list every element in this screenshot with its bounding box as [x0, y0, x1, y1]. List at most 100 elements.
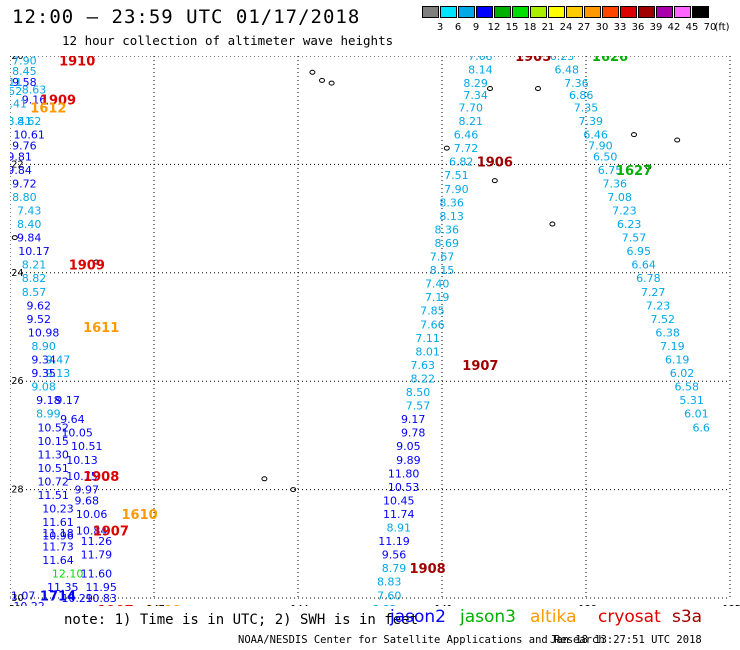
island-outline — [674, 137, 681, 143]
wave-height-label: 7.90 — [12, 56, 37, 67]
wave-height-label: 9.76 — [12, 139, 37, 152]
wave-height-label: 7.66 — [420, 318, 445, 331]
wave-height-label: 9.64 — [60, 413, 85, 426]
wave-height-label: 7.85 — [420, 305, 445, 318]
lat-tick-label: -26 — [10, 376, 24, 387]
time-label: 1714 — [40, 589, 76, 604]
wave-height-label: 8.82 — [22, 272, 47, 285]
legend-tick-label: 18 — [523, 22, 537, 33]
lat-tick-label: -28 — [10, 485, 24, 496]
island-outline — [491, 178, 498, 184]
wave-height-label: 10.23 — [42, 503, 74, 516]
wave-height-label: 8.36 — [435, 223, 460, 236]
wave-height-label: 7.27 — [641, 286, 666, 299]
island-outline — [309, 69, 316, 75]
wave-height-label: 10.22 — [13, 600, 45, 606]
wave-height-label: 11.26 — [81, 535, 113, 548]
wave-height-label: 6.01 — [684, 408, 709, 421]
wave-height-label: 6.46 — [583, 129, 608, 142]
footer-note: note: 1) Time is in UTC; 2) SWH is in fe… — [64, 612, 419, 628]
wave-height-label: 10.96 — [42, 530, 74, 543]
island-outline — [549, 221, 556, 227]
wave-height-label: 7.34 — [463, 89, 488, 102]
wave-height-label: 6.86 — [569, 89, 594, 102]
time-label: 1907 — [462, 359, 498, 374]
wave-height-label: 8.82 — [372, 603, 397, 606]
legend-swatch-33 — [602, 6, 619, 18]
legend-swatch-70 — [692, 6, 709, 18]
satellite-label-s3a: s3a — [672, 607, 703, 627]
page-title: 12:00 — 23:59 UTC 01/17/2018 — [12, 6, 361, 28]
wave-height-label: 6.38 — [655, 326, 680, 339]
wave-height-label: 7.72 — [454, 142, 479, 155]
island-outline — [328, 80, 335, 86]
legend-swatch-24 — [548, 6, 565, 18]
wave-height-label: 10.15 — [37, 435, 69, 448]
island-outline — [11, 235, 18, 241]
wave-height-label: 9.35 — [31, 367, 56, 380]
legend-swatch-45 — [674, 6, 691, 18]
wave-height-label: 7.19 — [660, 340, 685, 353]
wave-height-label: 11.64 — [42, 554, 74, 567]
wave-height-label: 7.67 — [430, 251, 455, 264]
wave-height-label: 9.17 — [55, 394, 80, 407]
wave-height-label: 11.18 — [42, 527, 74, 540]
wave-height-label: 8.15 — [430, 264, 455, 277]
wave-height-label: 8.01 — [415, 345, 440, 358]
wave-height-label: 9.97 — [75, 484, 100, 497]
wave-height-label: 8.13 — [439, 210, 464, 223]
wave-height-label: 8.41 — [10, 115, 32, 128]
time-label: 1905 — [515, 56, 551, 65]
satellite-label-cryosat: cryosat — [598, 607, 661, 627]
island-outline — [319, 77, 325, 83]
wave-height-label: 7.36 — [564, 77, 589, 90]
legend-tick-label: 6 — [454, 22, 462, 33]
legend-tick-label: 30 — [595, 22, 609, 33]
island-outline — [535, 86, 541, 92]
wave-height-label: 7.43 — [17, 204, 42, 217]
wave-height-label: 10.84 — [76, 524, 108, 537]
wave-height-label: 7.35 — [574, 101, 599, 114]
wave-height-label: 8.11 — [10, 76, 22, 89]
wave-height-label: 11.80 — [388, 467, 420, 480]
wave-height-label: 7.23 — [646, 299, 671, 312]
legend-tick-label: 12 — [487, 22, 501, 33]
wave-height-label: 10.00 — [61, 604, 93, 606]
legend-unit: (ft) — [714, 22, 730, 33]
island-outline — [443, 145, 450, 151]
island-outline — [631, 132, 637, 138]
wave-height-label: 9.13 — [46, 367, 71, 380]
lon-tick-label: -147 — [143, 604, 165, 606]
wave-height-label: 11.95 — [85, 581, 117, 594]
wave-height-label: 9.78 — [401, 427, 426, 440]
wave-height-label: 8.22 — [411, 372, 436, 385]
island-outline — [93, 259, 100, 265]
satellite-label-jason3: jason3 — [460, 607, 516, 627]
wave-height-label: 9.68 — [75, 494, 100, 507]
wave-height-label: 11.07 — [10, 589, 35, 602]
wave-height-label: 8.57 — [22, 286, 47, 299]
wave-height-label: 7.70 — [459, 101, 484, 114]
wave-height-label: 7.90 — [588, 139, 613, 152]
wave-height-label: 7.57 — [622, 232, 647, 245]
wave-height-label: 5.31 — [679, 394, 704, 407]
wave-height-label: 6.75 — [598, 164, 623, 177]
wave-height-label: 7.08 — [607, 191, 632, 204]
wave-height-label: 8.21 — [459, 115, 484, 128]
wave-height-label: 8.79 — [382, 562, 407, 575]
wave-height-label: 8.41 — [10, 98, 27, 111]
wave-height-label: 9.52 — [27, 313, 52, 326]
legend-tick-label: 27 — [577, 22, 591, 33]
wave-height-label: 8.14 — [468, 64, 493, 77]
legend-tick-label: 9 — [472, 22, 480, 33]
time-label: 1907 — [98, 604, 134, 606]
wave-height-label: 11.79 — [81, 549, 113, 562]
legend-swatch-42 — [656, 6, 673, 18]
map-grid — [10, 56, 731, 599]
wave-height-label: 8.21 — [22, 259, 47, 272]
satellite-label-jason2: jason2 — [390, 607, 446, 627]
wave-height-label: 7.40 — [425, 278, 450, 291]
wave-height-label: 8.52 — [10, 85, 22, 98]
wave-height-label: 9.17 — [401, 413, 426, 426]
legend-tick-label: 39 — [649, 22, 663, 33]
